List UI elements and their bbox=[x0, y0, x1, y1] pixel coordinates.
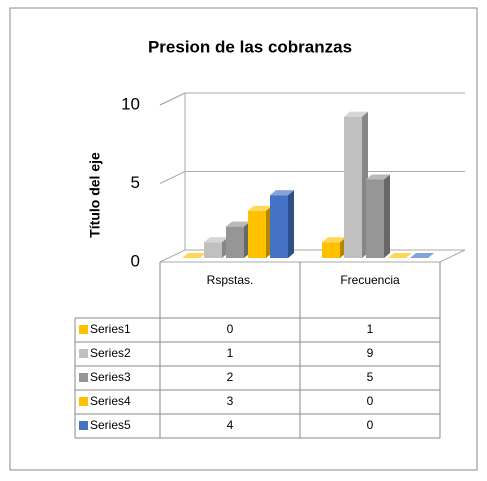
y-tick-label: 0 bbox=[131, 251, 140, 270]
bar bbox=[182, 253, 206, 258]
bar-top bbox=[410, 253, 434, 258]
bar-top-shade bbox=[204, 237, 228, 243]
bar bbox=[366, 174, 390, 258]
legend-label: Series5 bbox=[90, 418, 131, 432]
bar-front bbox=[322, 242, 340, 258]
bar bbox=[270, 190, 294, 258]
legend-key bbox=[79, 397, 88, 406]
table-value: 1 bbox=[227, 346, 234, 360]
bar-top-shade bbox=[226, 221, 250, 227]
bar-top-shade bbox=[182, 253, 206, 258]
legend-key bbox=[79, 421, 88, 430]
bar-top-shade bbox=[344, 111, 368, 117]
bar-top bbox=[322, 237, 346, 243]
bar-top bbox=[270, 190, 294, 196]
bar-top-shade bbox=[388, 253, 412, 258]
bar-top-shade bbox=[270, 190, 294, 196]
legend-key bbox=[79, 349, 88, 358]
bar-top bbox=[248, 205, 272, 211]
grid-line bbox=[159, 171, 465, 184]
legend-label: Series1 bbox=[90, 322, 131, 336]
table-value: 0 bbox=[227, 322, 234, 336]
bar bbox=[322, 237, 346, 258]
bar bbox=[410, 253, 434, 258]
table-value: 0 bbox=[367, 418, 374, 432]
bar-side-shade bbox=[384, 174, 390, 258]
bar-top bbox=[344, 111, 368, 117]
bar-top bbox=[388, 253, 412, 258]
bar-top-shade bbox=[248, 205, 272, 211]
bar bbox=[204, 237, 228, 258]
bar-top bbox=[226, 221, 250, 227]
table-value: 3 bbox=[227, 394, 234, 408]
table-value: 4 bbox=[227, 418, 234, 432]
bar-top bbox=[366, 174, 390, 180]
table-header: Frecuencia bbox=[340, 273, 400, 287]
bar bbox=[226, 221, 250, 258]
bar-side bbox=[288, 190, 294, 258]
category-label: Rspstas. bbox=[206, 273, 254, 287]
chart-title: Presion de las cobranzas bbox=[148, 37, 352, 56]
bar-top-shade bbox=[322, 237, 346, 243]
bar-side-shade bbox=[288, 190, 294, 258]
bar-side bbox=[384, 174, 390, 258]
grid-line bbox=[159, 92, 465, 106]
bar bbox=[344, 111, 368, 258]
table-value: 9 bbox=[367, 346, 374, 360]
y-tick-label: 5 bbox=[131, 173, 140, 192]
bar-front bbox=[270, 195, 288, 258]
y-axis-title: Título del eje bbox=[87, 152, 103, 238]
table-value: 1 bbox=[367, 322, 374, 336]
table-value: 0 bbox=[367, 394, 374, 408]
bar-top bbox=[204, 237, 228, 243]
bar-front bbox=[366, 179, 384, 258]
bar bbox=[248, 205, 272, 258]
bar-front bbox=[226, 226, 244, 258]
bar-front bbox=[248, 210, 266, 258]
table-header: Rspstas. bbox=[206, 273, 254, 287]
bar bbox=[388, 253, 412, 258]
legend-label: Series4 bbox=[90, 394, 131, 408]
bar-front bbox=[204, 242, 222, 258]
table-value: 5 bbox=[367, 370, 374, 384]
y-tick-label: 10 bbox=[121, 94, 140, 113]
bar-top-shade bbox=[366, 174, 390, 180]
category-label: Frecuencia bbox=[340, 273, 400, 287]
legend-key bbox=[79, 373, 88, 382]
legend-label: Series2 bbox=[90, 346, 131, 360]
table-value: 2 bbox=[227, 370, 234, 384]
bar-top bbox=[182, 253, 206, 258]
legend-label: Series3 bbox=[90, 370, 131, 384]
legend-key bbox=[79, 325, 88, 334]
bar-front bbox=[344, 116, 362, 258]
bar-top-shade bbox=[410, 253, 434, 258]
